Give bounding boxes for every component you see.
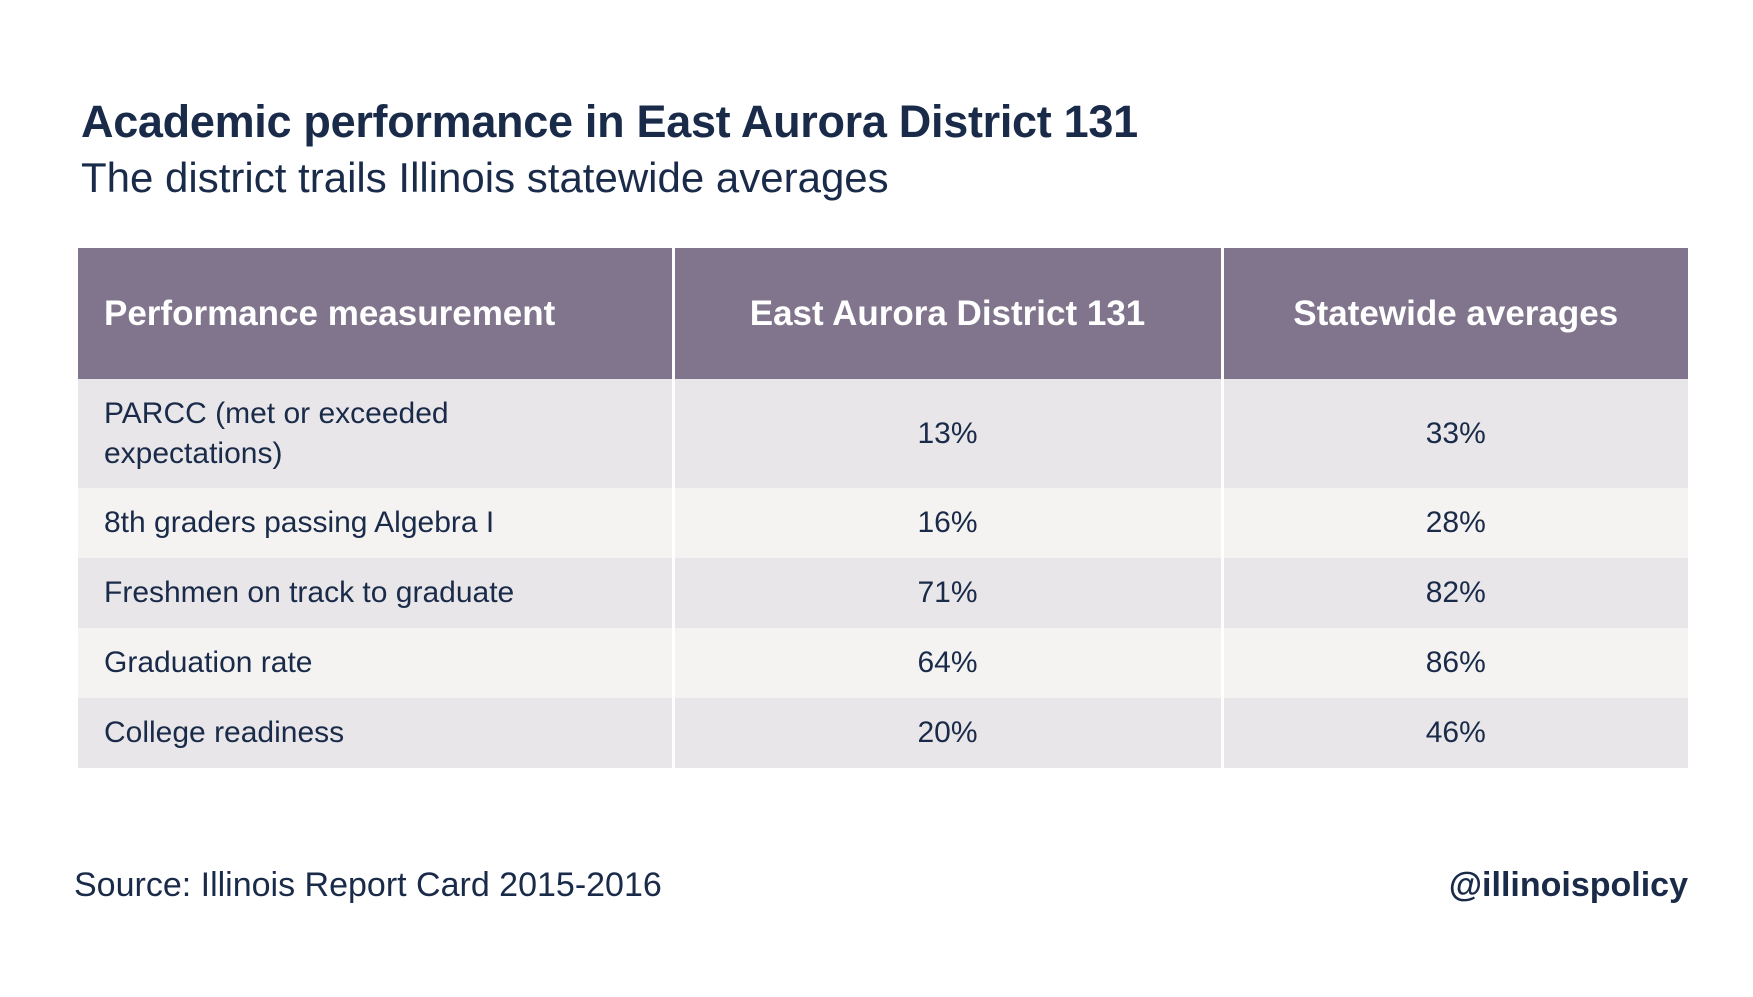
measurement-cell: Graduation rate	[78, 628, 673, 698]
district-value-cell: 64%	[671, 628, 1222, 698]
statewide-value-cell: 86%	[1220, 628, 1688, 698]
table-header: Performance measurement East Aurora Dist…	[78, 248, 1688, 379]
header-row: Performance measurement East Aurora Dist…	[78, 248, 1688, 379]
statewide-value-cell: 46%	[1220, 698, 1688, 768]
chart-subtitle: The district trails Illinois statewide a…	[81, 154, 889, 201]
chart-title: Academic performance in East Aurora Dist…	[81, 96, 1138, 147]
measurement-cell: 8th graders passing Algebra I	[78, 488, 673, 558]
table-row: 8th graders passing Algebra I 16% 28%	[78, 488, 1688, 558]
statewide-value-cell: 28%	[1220, 488, 1688, 558]
district-value-cell: 71%	[671, 558, 1222, 628]
header-statewide-averages: Statewide averages	[1220, 248, 1688, 379]
social-handle: @illinoispolicy	[1448, 866, 1688, 904]
table-row: PARCC (met or exceeded expectations) 13%…	[78, 379, 1688, 488]
measurement-cell: College readiness	[78, 698, 673, 768]
header-east-aurora-district: East Aurora District 131	[671, 248, 1222, 379]
table-body: PARCC (met or exceeded expectations) 13%…	[78, 379, 1688, 768]
performance-table: Performance measurement East Aurora Dist…	[78, 248, 1688, 768]
table-row: Freshmen on track to graduate 71% 82%	[78, 558, 1688, 628]
district-value-cell: 20%	[671, 698, 1222, 768]
statewide-value-cell: 82%	[1220, 558, 1688, 628]
table-row: Graduation rate 64% 86%	[78, 628, 1688, 698]
header-performance-measurement: Performance measurement	[78, 248, 673, 379]
district-value-cell: 13%	[671, 379, 1222, 488]
measurement-cell: PARCC (met or exceeded expectations)	[78, 379, 673, 488]
measurement-cell: Freshmen on track to graduate	[78, 558, 673, 628]
district-value-cell: 16%	[671, 488, 1222, 558]
statewide-value-cell: 33%	[1220, 379, 1688, 488]
source-note: Source: Illinois Report Card 2015-2016	[74, 866, 662, 904]
table-row: College readiness 20% 46%	[78, 698, 1688, 768]
